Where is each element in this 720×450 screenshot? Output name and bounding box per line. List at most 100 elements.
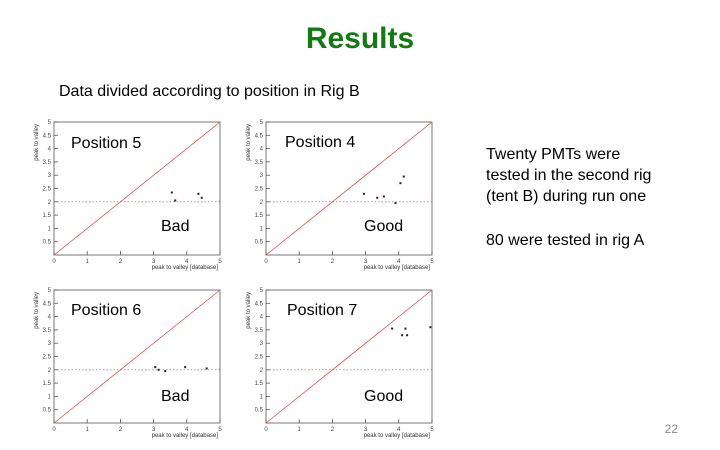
data-point	[406, 334, 409, 337]
x-tick-label: 5	[218, 259, 222, 265]
y-axis-label: peak to valley	[246, 124, 252, 161]
x-tick-label: 0	[264, 259, 268, 265]
x-tick-label: 2	[119, 427, 123, 433]
y-tick-label: 0.5	[255, 240, 264, 246]
y-tick-label: 2	[48, 368, 52, 374]
diagonal-line	[265, 121, 433, 256]
y-tick-label: 3	[260, 341, 264, 347]
slide-subtitle: Data divided according to position in Ri…	[59, 83, 360, 100]
y-tick-label: 3.5	[255, 328, 264, 334]
diagonal-line	[53, 289, 221, 424]
x-tick-label: 3	[364, 259, 368, 265]
position-label: Position 4	[284, 134, 357, 152]
chart-position-4: 0 1 2 3 4 5 0.5 1 1.5 2 2.5 3 3.5 4 4.5 5 peak to valley…	[244, 118, 434, 271]
data-point	[399, 182, 402, 185]
data-point	[362, 192, 365, 195]
chart-position-6: 0 1 2 3 4 5 0.5 1 1.5 2 2.5 3 3.5 4 4.5 5 peak to valley…	[32, 286, 222, 439]
y-tick-label: 1	[260, 394, 264, 400]
y-tick-label: 2.5	[255, 355, 264, 361]
data-point	[205, 367, 208, 370]
diagonal-line	[265, 289, 433, 424]
y-tick-label: 3	[48, 173, 52, 179]
y-tick-label: 4.5	[255, 133, 264, 139]
x-tick-label: 5	[218, 427, 222, 433]
x-tick-label: 3	[152, 427, 156, 433]
y-tick-label: 4	[48, 315, 52, 321]
y-tick-label: 5	[48, 288, 52, 294]
y-tick-label: 1.5	[43, 213, 52, 219]
verdict-label: Good	[363, 218, 405, 236]
verdict-label: Bad	[160, 218, 191, 236]
data-point	[184, 366, 187, 369]
y-tick-label: 5	[260, 288, 264, 294]
position-label: Position 7	[286, 302, 359, 320]
y-tick-label: 4.5	[43, 133, 52, 139]
y-tick-label: 1	[48, 226, 52, 232]
x-axis-label: peak to valley [database]	[152, 265, 219, 271]
y-tick-label: 2.5	[43, 187, 52, 193]
y-tick-label: 4	[260, 315, 264, 321]
chart-position-5: 0 1 2 3 4 5 0.5 1 1.5 2 2.5 3 3.5 4 4.5 5 peak to valley…	[32, 118, 222, 271]
verdict-label: Bad	[160, 388, 191, 406]
data-point	[164, 370, 167, 373]
position-label: Position 6	[70, 302, 143, 320]
x-tick-label: 1	[298, 427, 302, 433]
x-axis-label: peak to valley [database]	[364, 265, 431, 271]
y-tick-label: 4.5	[43, 301, 52, 307]
position-label: Position 5	[70, 135, 143, 153]
data-point	[402, 175, 405, 178]
y-tick-label: 3.5	[255, 160, 264, 166]
data-point	[404, 327, 407, 330]
page-number: 22	[664, 422, 678, 436]
y-tick-label: 3	[260, 173, 264, 179]
x-tick-label: 1	[298, 259, 302, 265]
x-tick-label: 4	[185, 427, 189, 433]
x-tick-label: 2	[331, 427, 335, 433]
y-tick-label: 4	[48, 147, 52, 153]
note-line: Twenty PMTs were	[486, 146, 621, 163]
x-tick-label: 1	[86, 259, 90, 265]
data-point	[429, 326, 432, 329]
x-tick-label: 3	[152, 259, 156, 265]
x-axis-label: peak to valley [database]	[364, 433, 431, 439]
y-tick-label: 3	[48, 341, 52, 347]
y-tick-label: 3.5	[43, 328, 52, 334]
data-point	[197, 192, 200, 195]
x-tick-label: 1	[86, 427, 90, 433]
x-tick-label: 5	[430, 427, 434, 433]
note-line: (tent B) during run one	[486, 188, 647, 205]
data-point	[170, 191, 173, 194]
y-tick-label: 1	[260, 226, 264, 232]
x-tick-label: 4	[397, 259, 401, 265]
diagonal-line	[53, 121, 221, 256]
data-point	[154, 366, 157, 369]
chart-position-7: 0 1 2 3 4 5 0.5 1 1.5 2 2.5 3 3.5 4 4.5 5 peak to valley…	[244, 286, 434, 439]
y-tick-label: 1.5	[255, 213, 264, 219]
y-tick-label: 0.5	[43, 408, 52, 414]
note-line: tested in the second rig	[486, 167, 652, 184]
y-tick-label: 4.5	[255, 301, 264, 307]
x-tick-label: 0	[264, 427, 268, 433]
x-tick-label: 0	[52, 427, 56, 433]
y-tick-label: 2	[48, 200, 52, 206]
x-tick-label: 2	[119, 259, 123, 265]
x-tick-label: 4	[397, 427, 401, 433]
data-point	[401, 334, 404, 337]
y-tick-label: 1	[48, 394, 52, 400]
y-tick-label: 2.5	[43, 355, 52, 361]
data-point	[157, 368, 160, 371]
y-tick-label: 0.5	[255, 408, 264, 414]
y-tick-label: 5	[260, 120, 264, 126]
y-tick-label: 0.5	[43, 240, 52, 246]
y-tick-label: 1.5	[43, 381, 52, 387]
y-tick-label: 3.5	[43, 160, 52, 166]
x-axis-label: peak to valley [database]	[152, 433, 219, 439]
x-tick-label: 0	[52, 259, 56, 265]
y-tick-label: 4	[260, 147, 264, 153]
x-tick-label: 2	[331, 259, 335, 265]
y-tick-label: 2	[260, 368, 264, 374]
data-point	[376, 196, 379, 199]
